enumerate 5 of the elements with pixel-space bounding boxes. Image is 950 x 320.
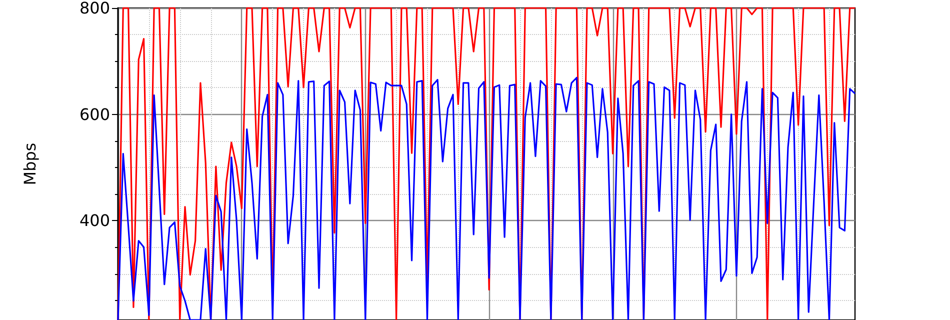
line-series: [117, 76, 856, 320]
y-tick-label: 800: [79, 0, 110, 18]
y-tick-label: 400: [79, 211, 110, 230]
y-tick-label: 600: [79, 104, 110, 124]
y-axis-title: Mbps: [20, 142, 40, 186]
